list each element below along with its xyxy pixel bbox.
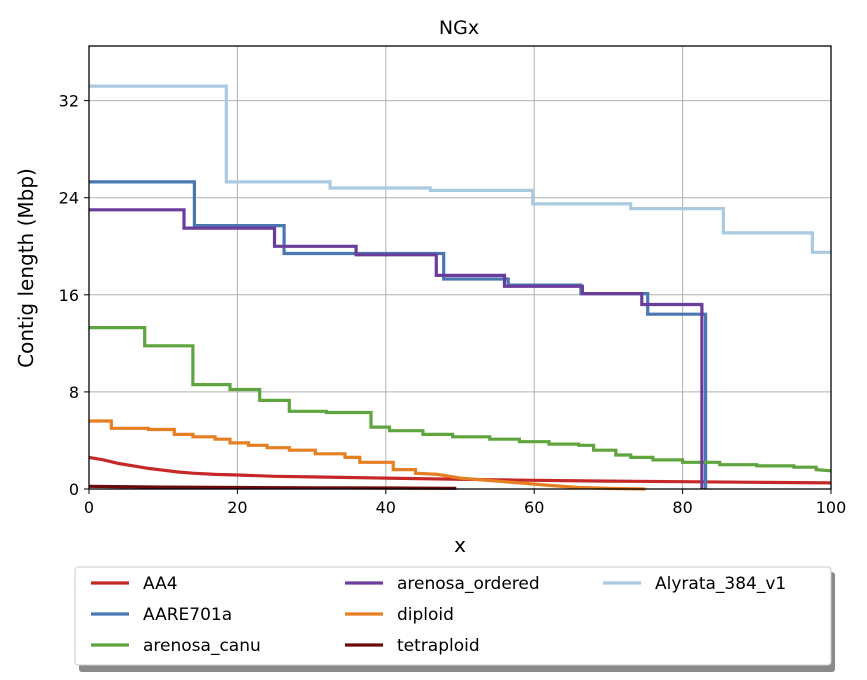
legend-label-aare701a: AARE701a <box>143 605 232 625</box>
series-line-diploid <box>89 419 646 491</box>
series-line-arenosa-ordered <box>89 208 704 489</box>
y-axis-label: Contig length (Mbp) <box>14 168 38 368</box>
series-line-aare701a <box>89 180 708 489</box>
x-tick-label: 80 <box>672 498 692 517</box>
plot-frame <box>88 45 832 490</box>
series-line-alyrata-384-v1 <box>89 84 831 254</box>
x-tick-label: 60 <box>524 498 544 517</box>
y-tick-label: 8 <box>69 383 79 402</box>
legend: AA4 AARE701a arenosa_canu arenosa_ordereddi… <box>74 566 835 672</box>
x-axis-label: x <box>454 533 466 557</box>
plot-series <box>88 84 832 491</box>
legend-label-aa4: AA4 <box>143 574 178 594</box>
series-line-aa4 <box>88 455 832 485</box>
legend-label-arenosa-canu: arenosa_canu <box>143 636 261 656</box>
y-tick-label: 0 <box>69 480 79 499</box>
y-tick-label: 32 <box>59 92 79 111</box>
legend-box <box>74 566 832 666</box>
y-tick-label: 24 <box>59 189 79 208</box>
legend-label-arenosa-ordered: arenosa_ordered <box>397 574 540 594</box>
x-tick-label: 100 <box>816 498 847 517</box>
x-tick-label: 40 <box>376 498 396 517</box>
series-line-arenosa-canu <box>89 326 832 473</box>
tick-marks: 0 20 40 60 80 100 0 8 16 24 32 <box>59 92 847 517</box>
legend-label-diploid: diploid <box>397 605 454 625</box>
legend-label-alyrata-384-v1: Alyrata_384_v1 <box>655 574 786 594</box>
x-tick-label: 20 <box>227 498 247 517</box>
y-tick-label: 16 <box>59 286 79 305</box>
grid-lines <box>88 46 832 490</box>
x-tick-label: 0 <box>84 498 94 517</box>
chart-title: NGx <box>439 17 479 39</box>
legend-label-tetraploid: tetraploid <box>397 636 480 656</box>
series-line-tetraploid <box>88 484 457 490</box>
